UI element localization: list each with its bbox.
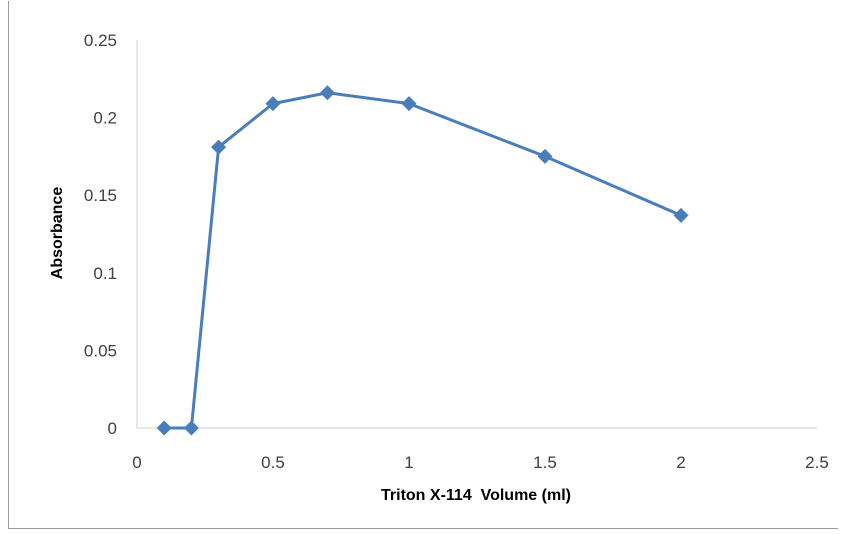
- y-tick-label: 0.25: [84, 31, 117, 50]
- x-tick-label: 2.5: [805, 453, 829, 472]
- y-tick-label: 0: [108, 419, 117, 438]
- x-tick-label: 2: [676, 453, 685, 472]
- data-point-marker: [156, 420, 172, 436]
- y-tick-label: 0.2: [93, 109, 117, 128]
- data-point-marker: [401, 96, 417, 112]
- series-line: [164, 91, 682, 430]
- y-axis: 0 0.05 0.1 0.15 0.2 0.25: [84, 31, 138, 438]
- x-axis-title: Triton X-114 Volume (ml): [381, 487, 571, 504]
- y-axis-title: Absorbance: [49, 187, 66, 280]
- data-point-marker: [211, 139, 227, 155]
- y-tick-label: 0.15: [84, 186, 117, 205]
- x-tick-label: 1.5: [533, 453, 557, 472]
- y-tick-label: 0.05: [84, 341, 117, 360]
- chart-frame: [8, 1, 838, 529]
- data-point-marker: [265, 96, 281, 112]
- x-tick-label: 1: [404, 453, 413, 472]
- series-layer: [156, 85, 689, 436]
- x-tick-label: 0: [132, 453, 141, 472]
- data-point-marker: [537, 148, 553, 164]
- y-tick-label: 0.1: [93, 264, 117, 283]
- x-axis: 0 0.5 1 1.5 2 2.5: [132, 427, 829, 472]
- data-point-marker: [319, 85, 335, 101]
- data-point-marker: [673, 207, 689, 223]
- x-tick-label: 0.5: [261, 453, 285, 472]
- data-point-marker: [183, 420, 199, 436]
